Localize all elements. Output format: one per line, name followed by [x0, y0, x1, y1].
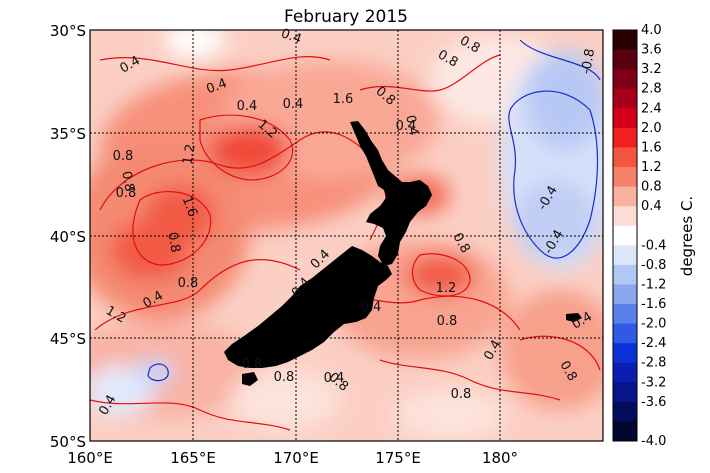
lon-tick-label: 160°E — [67, 449, 113, 467]
lat-tick-label: 50°S — [50, 433, 86, 451]
negative-contours — [147, 39, 601, 382]
contour-label: 1.6 — [333, 92, 354, 107]
colorbar-tick-label: -2.4 — [641, 336, 666, 351]
colorbar-tick-label: 3.6 — [641, 43, 662, 58]
contour-label: 0.4 — [205, 76, 230, 97]
colorbar-tick-label: 4.0 — [641, 23, 662, 38]
colorbar-unit-label: degrees C. — [678, 196, 696, 276]
contour-label: 0.8 — [164, 231, 182, 254]
lon-tick-label: 175°E — [375, 449, 421, 467]
colorbar-swatch — [613, 362, 637, 383]
colorbar-swatch — [613, 421, 637, 442]
colorbar-tick-label: -3.6 — [641, 395, 666, 410]
colorbar-swatch — [613, 49, 637, 70]
colorbar-swatch — [613, 382, 637, 403]
colorbar-swatch — [613, 127, 637, 148]
contour-label: 0.8 — [274, 370, 295, 385]
colorbar-swatch — [613, 401, 637, 422]
colorbar-swatch — [613, 264, 637, 285]
contour-label: 0.4 — [237, 99, 258, 114]
contour-label: 0.8 — [113, 149, 134, 164]
colorbar-tick-label: 2.8 — [641, 82, 662, 97]
lon-tick-label: 165°E — [170, 449, 216, 467]
colorbar-swatch — [613, 225, 637, 246]
colorbar-swatch — [613, 323, 637, 344]
colorbar-swatch — [613, 167, 637, 188]
contour-label: 0.4 — [361, 300, 382, 315]
colorbar-swatch — [613, 304, 637, 325]
colorbar-swatch — [613, 147, 637, 168]
contour-label: 0.4 — [324, 371, 345, 386]
contour-label: 0.4 — [279, 26, 304, 47]
colorbar-tick-label: 0.4 — [641, 199, 662, 214]
contour-label: 1.6 — [179, 195, 200, 220]
colorbar-tick-label: -2.8 — [641, 356, 666, 371]
colorbar-tick-label: -0.8 — [641, 258, 666, 273]
contour-label: 1.2 — [180, 143, 198, 166]
colorbar-swatch — [613, 343, 637, 364]
colorbar-tick-label: -3.2 — [641, 375, 666, 390]
colorbar-tick-label: 2.4 — [641, 101, 662, 116]
contour-label: 0.8 — [451, 387, 472, 402]
colorbar-tick-label: 0.8 — [641, 180, 662, 195]
colorbar-tick-label: 1.2 — [641, 160, 662, 175]
contour-label: 0.8 — [178, 276, 199, 291]
contour-label: 0.8 — [437, 314, 458, 329]
contour-label: 0.4 — [402, 114, 420, 137]
lon-tick-label: 180° — [482, 449, 518, 467]
contour-label: -0.8 — [579, 48, 598, 76]
contour-labels: 0.40.40.40.40.80.80.4 1.6 0.80.4-0.81.20.8… — [96, 26, 598, 418]
contour-label: 1.2 — [436, 281, 457, 296]
lat-tick-label: 45°S — [50, 330, 86, 348]
lat-tick-label: 35°S — [50, 125, 86, 143]
colorbar-tick-label: 3.2 — [641, 62, 662, 77]
contour-label: 0.8 — [116, 186, 137, 201]
lat-tick-label: 30°S — [50, 22, 86, 40]
colorbar-swatch — [613, 69, 637, 90]
colorbar-swatch — [613, 186, 637, 207]
colorbar-tick-label: -2.0 — [641, 317, 666, 332]
contour-label: 0.4 — [396, 119, 417, 134]
longitude-ticks: 160°E 165°E 170°E 175°E 180° — [67, 449, 518, 467]
anomaly-field — [90, 30, 603, 441]
colorbar-tick-label: -1.2 — [641, 277, 666, 292]
lat-tick-label: 40°S — [50, 228, 86, 246]
colorbar-tick-label: -4.0 — [641, 434, 666, 449]
contour-label: 0.4 — [283, 97, 304, 112]
map-frame — [89, 29, 604, 442]
colorbar: 4.0 3.6 3.2 2.8 2.4 2.0 1.6 1.2 0.8 0.4 -0.4 -0.8 -1… — [612, 23, 666, 449]
colorbar-swatch — [613, 245, 637, 266]
graticule — [90, 30, 603, 441]
contour-label: 0.8 — [242, 357, 263, 372]
chart-title: February 2015 — [284, 7, 408, 27]
colorbar-tick-label: -1.6 — [641, 297, 666, 312]
colorbar-swatch — [613, 284, 637, 305]
latitude-ticks: 30°S 35°S 40°S 45°S 50°S — [50, 22, 86, 451]
colorbar-swatch — [613, 108, 637, 129]
lon-tick-label: 170°E — [273, 449, 319, 467]
colorbar-swatch — [613, 30, 637, 51]
colorbar-tick-label: -0.4 — [641, 238, 666, 253]
colorbar-frame — [612, 29, 638, 442]
contour-label: 0.8 — [118, 170, 136, 193]
colorbar-tick-label: 2.0 — [641, 121, 662, 136]
colorbar-swatch — [613, 88, 637, 109]
colorbar-swatch — [613, 206, 637, 227]
colorbar-tick-label: 1.6 — [641, 140, 662, 155]
